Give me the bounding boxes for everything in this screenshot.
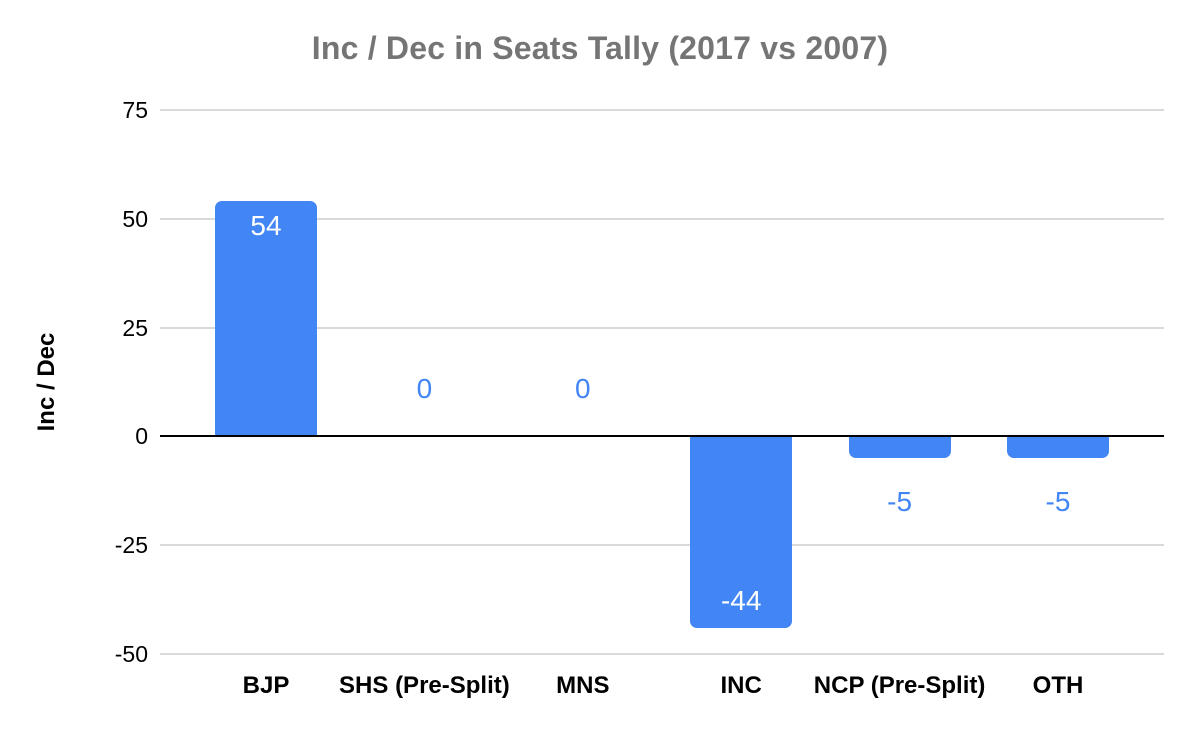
y-tick-label: 50 <box>122 205 148 232</box>
data-label-oth: -5 <box>1045 486 1071 518</box>
x-category-label-shs-pre-split: SHS (Pre-Split) <box>339 672 510 699</box>
y-tick-label: -25 <box>114 532 148 559</box>
gridline <box>160 544 1164 547</box>
gridline <box>160 109 1164 111</box>
gridline <box>160 217 1164 220</box>
data-label-ncp-pre-split: -5 <box>887 486 913 518</box>
bar-oth <box>1007 436 1109 459</box>
bar-ncp-pre-split <box>848 436 951 459</box>
data-label-bjp: 54 <box>250 210 282 242</box>
data-label-mns: 0 <box>575 373 591 405</box>
bar-bjp <box>215 201 317 437</box>
x-category-label-mns: MNS <box>556 672 610 699</box>
data-label-inc: -44 <box>720 584 762 616</box>
y-tick-label: 0 <box>135 423 148 450</box>
bar-inc <box>690 436 793 628</box>
y-tick-label: 75 <box>122 97 148 123</box>
x-category-label-inc: INC <box>720 672 762 699</box>
gridline <box>160 326 1164 329</box>
y-tick-label: -50 <box>114 641 148 667</box>
x-category-label-oth: OTH <box>1032 672 1084 699</box>
x-category-label-bjp: BJP <box>242 672 290 699</box>
y-tick-label: 25 <box>122 314 148 341</box>
x-axis-category-labels: BJP SHS (Pre-Split) MNS INC NCP (Pre-Split) O… <box>160 672 1164 702</box>
plot-area: 54 0 0 -44 -5 -5 <box>160 109 1164 655</box>
zero-axis-line <box>160 435 1164 438</box>
chart-title: Inc / Dec in Seats Tally (2017 vs 2007) <box>311 30 889 66</box>
x-category-label-ncp-pre-split: NCP (Pre-Split) <box>813 672 986 699</box>
data-label-shs-pre-split: 0 <box>416 373 433 405</box>
gridline <box>160 653 1164 655</box>
y-axis-tick-labels: 75 50 25 0 -25 -50 <box>0 97 148 667</box>
